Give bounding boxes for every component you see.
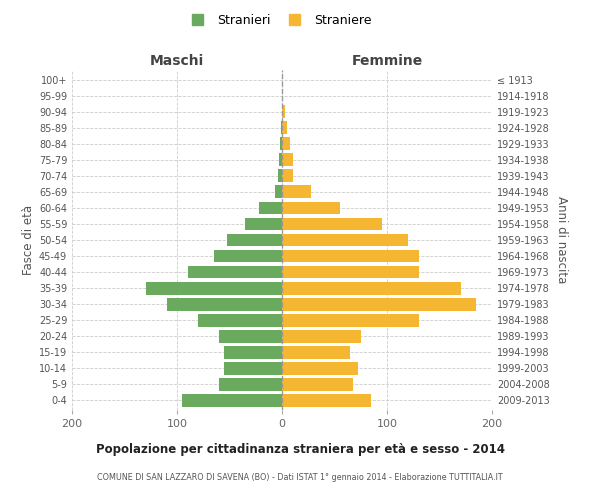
Bar bbox=[224, 362, 282, 374]
Text: COMUNE DI SAN LAZZARO DI SAVENA (BO) - Dati ISTAT 1° gennaio 2014 - Elaborazione: COMUNE DI SAN LAZZARO DI SAVENA (BO) - D… bbox=[97, 472, 503, 482]
Bar bbox=[282, 282, 461, 294]
Bar bbox=[281, 122, 282, 134]
Bar bbox=[282, 154, 293, 166]
Bar bbox=[282, 314, 419, 326]
Bar bbox=[282, 330, 361, 342]
Bar bbox=[282, 234, 408, 246]
Text: Popolazione per cittadinanza straniera per età e sesso - 2014: Popolazione per cittadinanza straniera p… bbox=[95, 442, 505, 456]
Text: Maschi: Maschi bbox=[150, 54, 204, 68]
Bar bbox=[227, 234, 282, 246]
Bar bbox=[282, 202, 340, 214]
Bar bbox=[282, 218, 382, 230]
Bar bbox=[282, 170, 293, 182]
Bar bbox=[280, 138, 282, 150]
Text: Femmine: Femmine bbox=[352, 54, 422, 68]
Bar bbox=[167, 298, 282, 310]
Bar bbox=[275, 186, 282, 198]
Bar bbox=[278, 170, 282, 182]
Bar bbox=[282, 362, 358, 374]
Bar bbox=[182, 394, 282, 407]
Bar bbox=[282, 394, 371, 407]
Bar bbox=[245, 218, 282, 230]
Bar bbox=[282, 346, 350, 358]
Bar bbox=[219, 330, 282, 342]
Bar bbox=[198, 314, 282, 326]
Bar bbox=[259, 202, 282, 214]
Bar bbox=[282, 266, 419, 278]
Bar bbox=[282, 250, 419, 262]
Bar bbox=[146, 282, 282, 294]
Bar bbox=[282, 122, 287, 134]
Bar bbox=[282, 298, 476, 310]
Y-axis label: Fasce di età: Fasce di età bbox=[22, 205, 35, 275]
Bar bbox=[187, 266, 282, 278]
Bar bbox=[282, 138, 290, 150]
Bar bbox=[219, 378, 282, 391]
Bar bbox=[282, 378, 353, 391]
Legend: Stranieri, Straniere: Stranieri, Straniere bbox=[187, 8, 377, 32]
Bar bbox=[282, 186, 311, 198]
Bar bbox=[224, 346, 282, 358]
Bar bbox=[279, 154, 282, 166]
Bar bbox=[282, 106, 285, 118]
Bar bbox=[214, 250, 282, 262]
Y-axis label: Anni di nascita: Anni di nascita bbox=[555, 196, 568, 284]
